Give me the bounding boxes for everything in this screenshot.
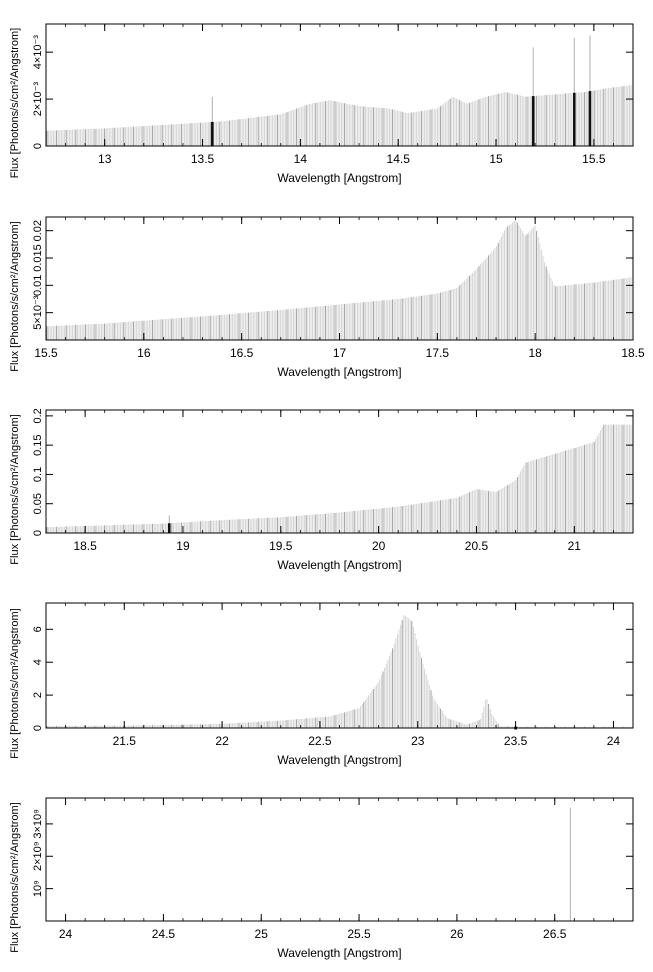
x-tick-label: 18: [528, 346, 542, 360]
y-tick-label: 5×10⁻³: [32, 295, 44, 330]
chart-panel-5: 24 24.5 25 25.5 26 26.5 10⁹ 2×10⁹ 3×10⁹ Wavelengt…: [9, 797, 634, 960]
x-axis-label: Wavelength [Angstrom]: [277, 753, 401, 767]
x-tick-label: 24.5: [152, 927, 176, 941]
y-tick-label: 0: [32, 143, 44, 149]
y-axis-label: Flux [Photons/s/cm²/Angstrom]: [9, 221, 21, 371]
x-tick-label: 20.5: [465, 539, 489, 553]
y-tick-label: 0.01: [32, 275, 44, 296]
flux-series: [46, 85, 632, 146]
x-tick-label: 21.5: [113, 734, 137, 748]
y-tick-label: 0.1: [32, 467, 44, 482]
line-marker: [573, 92, 576, 146]
plot-frame: [45, 797, 634, 922]
y-axis-label: Flux [Photons/s/cm²/Angstrom]: [9, 802, 21, 952]
y-tick-label: 3×10⁹: [32, 809, 44, 839]
x-tick-label: 21: [568, 539, 582, 553]
y-tick-label: 0.15: [32, 434, 44, 455]
x-tick-label: 18.5: [73, 539, 97, 553]
x-tick-label: 16.5: [230, 346, 254, 360]
x-tick-label: 15.5: [582, 152, 606, 166]
x-tick-label: 13: [98, 152, 112, 166]
y-tick-label: 0.015: [32, 244, 44, 272]
x-tick-label: 15: [489, 152, 503, 166]
x-tick-label: 22: [215, 734, 229, 748]
y-tick-label: 2: [32, 692, 44, 698]
y-tick-label: 0: [32, 725, 44, 731]
chart-panel-2: 15.5 16 16.5 17 17.5 18 18.5 5×10⁻³0.01 0.015 0.0…: [9, 216, 645, 379]
y-tick-label: 0.05: [32, 493, 44, 514]
x-tick-label: 18.5: [621, 346, 645, 360]
x-tick-label: 20: [372, 539, 386, 553]
x-axis-label: Wavelength [Angstrom]: [277, 558, 401, 572]
x-tick-label: 17: [333, 346, 347, 360]
y-tick-label: 0.02: [32, 220, 44, 241]
y-tick-label: 6: [32, 626, 44, 632]
chart-panel-3: 18.5 19 19.5 20 20.5 21 0 0.05 0.1 0.15 0.2 Wavelen…: [9, 408, 634, 572]
x-tick-label: 13.5: [191, 152, 215, 166]
x-tick-label: 25: [255, 927, 269, 941]
x-tick-label: 24: [607, 734, 621, 748]
x-tick-label: 26: [450, 927, 464, 941]
y-tick-label: 0.2: [32, 408, 44, 423]
y-axis-label: Flux [Photons/s/cm²/Angstrom]: [9, 608, 21, 758]
y-tick-label: 4×10⁻³: [32, 35, 44, 70]
y-tick-label: 0: [32, 530, 44, 536]
y-axis-label: Flux [Photons/s/cm²/Angstrom]: [9, 28, 21, 178]
line-marker: [531, 96, 535, 146]
x-tick-label: 26.5: [543, 927, 567, 941]
x-tick-label: 22.5: [308, 734, 332, 748]
line-marker: [211, 121, 214, 146]
x-tick-label: 25.5: [347, 927, 371, 941]
x-axis-label: Wavelength [Angstrom]: [277, 171, 401, 185]
x-tick-label: 14.5: [387, 152, 411, 166]
x-tick-label: 23: [411, 734, 425, 748]
flux-series: [46, 424, 632, 533]
x-tick-label: 16: [137, 346, 151, 360]
x-axis-label: Wavelength [Angstrom]: [277, 946, 401, 960]
y-tick-label: 2×10⁹: [32, 842, 44, 872]
x-tick-label: 19.5: [269, 539, 293, 553]
x-tick-label: 15.5: [34, 346, 58, 360]
x-tick-label: 23.5: [504, 734, 528, 748]
x-tick-label: 17.5: [426, 346, 450, 360]
line-marker: [167, 523, 171, 533]
y-tick-label: 10⁹: [32, 880, 44, 897]
flux-series: [46, 615, 632, 728]
y-tick-label: 4: [32, 659, 44, 665]
plot-frame: [45, 602, 634, 729]
x-axis-label: Wavelength [Angstrom]: [277, 365, 401, 379]
x-tick-label: 19: [176, 539, 190, 553]
y-tick-label: 2×10⁻³: [32, 82, 44, 117]
x-tick-label: 14: [294, 152, 308, 166]
chart-panel-1: 13 13.5 14 14.5 15 15.5 0 2×10⁻³ 4×10⁻³ Wavelengt…: [9, 23, 634, 185]
flux-series: [46, 220, 632, 340]
x-tick-label: 24: [59, 927, 73, 941]
y-axis-label: Flux [Photons/s/cm²/Angstrom]: [9, 414, 21, 564]
line-marker: [588, 91, 592, 146]
